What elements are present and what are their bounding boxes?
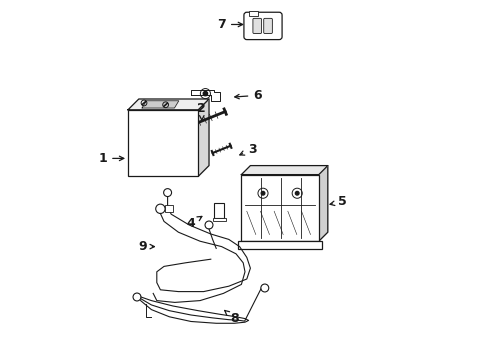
Polygon shape <box>142 101 179 108</box>
Text: 1: 1 <box>98 152 124 165</box>
Bar <box>242 175 319 241</box>
FancyBboxPatch shape <box>244 12 282 40</box>
Text: 5: 5 <box>330 195 346 208</box>
Bar <box>248 11 258 16</box>
Text: 7: 7 <box>217 18 243 31</box>
Bar <box>165 205 172 212</box>
Circle shape <box>295 192 299 195</box>
Polygon shape <box>242 166 328 175</box>
Polygon shape <box>198 99 209 176</box>
Text: 3: 3 <box>240 143 256 156</box>
Text: 4: 4 <box>187 216 202 230</box>
Bar <box>238 241 322 249</box>
Text: 6: 6 <box>235 89 262 102</box>
Text: 9: 9 <box>138 240 154 253</box>
Text: 2: 2 <box>197 102 206 120</box>
Polygon shape <box>128 99 209 110</box>
FancyBboxPatch shape <box>264 18 272 33</box>
Circle shape <box>203 91 208 96</box>
Bar <box>213 218 225 221</box>
FancyBboxPatch shape <box>253 18 262 33</box>
Text: 8: 8 <box>224 310 239 325</box>
Bar <box>215 203 224 218</box>
Circle shape <box>261 192 265 195</box>
Polygon shape <box>319 166 328 241</box>
Polygon shape <box>191 90 220 101</box>
Bar <box>128 110 198 176</box>
